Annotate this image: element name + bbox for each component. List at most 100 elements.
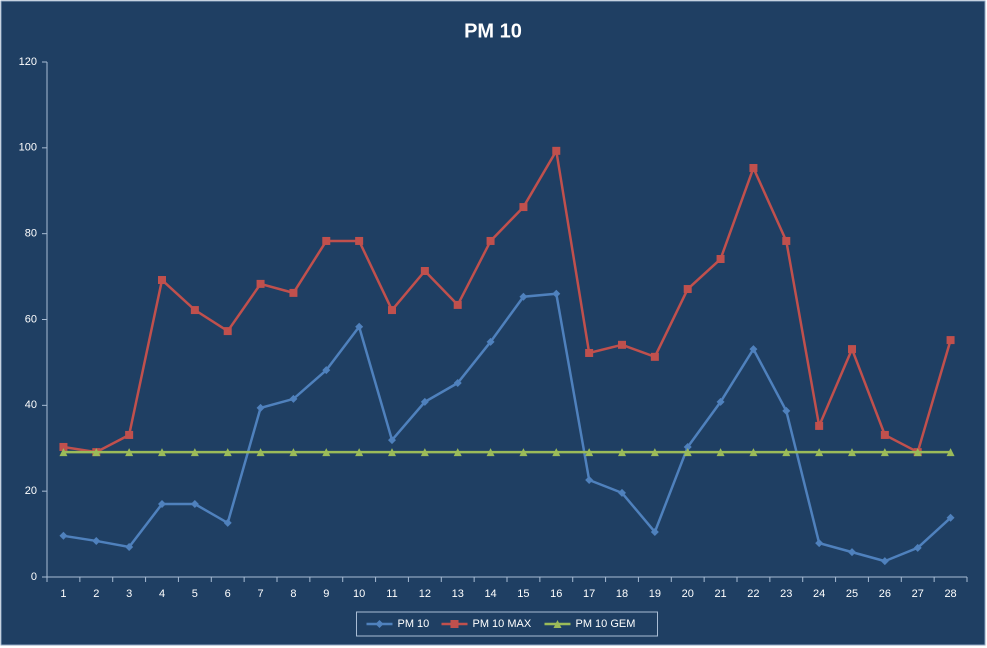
marker	[848, 345, 856, 354]
marker	[880, 430, 889, 439]
marker	[256, 279, 265, 288]
legend-label: PM 10 GEM	[576, 618, 636, 630]
x-tick-label: 13	[452, 588, 464, 600]
marker	[355, 448, 364, 457]
marker	[388, 436, 396, 445]
marker	[618, 340, 626, 349]
x-tick-label: 10	[353, 588, 365, 600]
x-tick-label: 23	[780, 588, 792, 600]
marker	[749, 345, 758, 354]
x-tick-label: 8	[290, 588, 296, 600]
marker	[125, 448, 134, 457]
marker	[486, 236, 495, 245]
marker	[880, 448, 889, 457]
marker	[782, 406, 791, 415]
marker	[355, 322, 364, 331]
marker	[125, 542, 134, 551]
x-tick-label: 16	[550, 588, 562, 600]
marker	[322, 236, 331, 245]
marker	[125, 430, 134, 439]
x-tick-label: 24	[813, 588, 825, 600]
marker	[519, 203, 528, 212]
x-tick-label: 19	[649, 588, 661, 600]
marker	[946, 448, 955, 457]
marker	[618, 488, 626, 497]
marker	[552, 146, 561, 155]
marker	[552, 289, 561, 298]
marker	[256, 448, 265, 457]
marker	[946, 513, 955, 522]
x-tick-label: 28	[944, 588, 956, 600]
marker	[553, 620, 562, 628]
marker	[388, 306, 396, 315]
marker	[486, 448, 495, 457]
legend-label: PM 10 MAX	[473, 618, 532, 630]
marker	[815, 421, 824, 430]
x-tick-label: 12	[419, 588, 431, 600]
marker	[322, 366, 331, 375]
marker	[913, 543, 922, 552]
x-tick-label: 3	[126, 588, 132, 600]
y-tick-label: 80	[25, 228, 37, 240]
x-tick-label: 20	[682, 588, 694, 600]
marker	[59, 531, 68, 540]
marker	[683, 442, 692, 451]
x-tick-label: 5	[192, 588, 198, 600]
y-tick-label: 0	[31, 571, 37, 583]
marker	[848, 448, 856, 457]
x-tick-label: 9	[323, 588, 329, 600]
marker	[486, 337, 495, 346]
y-tick-label: 60	[25, 313, 37, 325]
marker	[453, 448, 462, 457]
marker	[289, 448, 298, 457]
x-tick-label: 21	[714, 588, 726, 600]
marker	[388, 448, 396, 457]
marker	[223, 327, 232, 336]
marker	[815, 539, 824, 548]
marker	[880, 557, 889, 566]
y-tick-label: 20	[25, 485, 37, 497]
marker	[716, 254, 725, 263]
marker	[683, 285, 692, 294]
marker	[420, 267, 429, 276]
marker	[650, 448, 659, 457]
x-tick-label: 26	[879, 588, 891, 600]
chart-title: PM 10	[464, 20, 522, 42]
y-tick-label: 120	[19, 56, 37, 68]
marker	[650, 352, 659, 361]
marker	[749, 448, 758, 457]
marker	[519, 448, 528, 457]
marker	[848, 548, 856, 557]
marker	[716, 397, 725, 406]
marker	[322, 448, 331, 457]
marker	[158, 276, 166, 285]
marker	[289, 288, 298, 297]
marker	[420, 397, 429, 406]
marker	[92, 536, 101, 545]
x-tick-label: 6	[225, 588, 231, 600]
marker	[355, 236, 364, 245]
marker	[59, 448, 68, 457]
marker	[650, 527, 659, 536]
marker	[453, 300, 462, 309]
marker	[190, 448, 199, 457]
x-tick-label: 25	[846, 588, 858, 600]
legend-box	[356, 611, 658, 637]
x-tick-label: 2	[93, 588, 99, 600]
marker	[190, 500, 199, 509]
marker	[749, 164, 758, 173]
marker	[913, 448, 922, 457]
x-tick-label: 14	[484, 588, 496, 600]
x-tick-label: 11	[386, 588, 397, 600]
x-tick-label: 22	[747, 588, 759, 600]
y-tick-label: 100	[19, 142, 37, 154]
marker	[450, 620, 459, 628]
legend: PM 10 PM 10 MAX PM 10 GEM	[356, 611, 658, 637]
y-tick-label: 40	[25, 399, 37, 411]
marker	[585, 348, 594, 357]
marker	[683, 448, 692, 457]
x-tick-label: 17	[583, 588, 595, 600]
x-tick-label: 18	[616, 588, 628, 600]
marker	[256, 403, 265, 412]
